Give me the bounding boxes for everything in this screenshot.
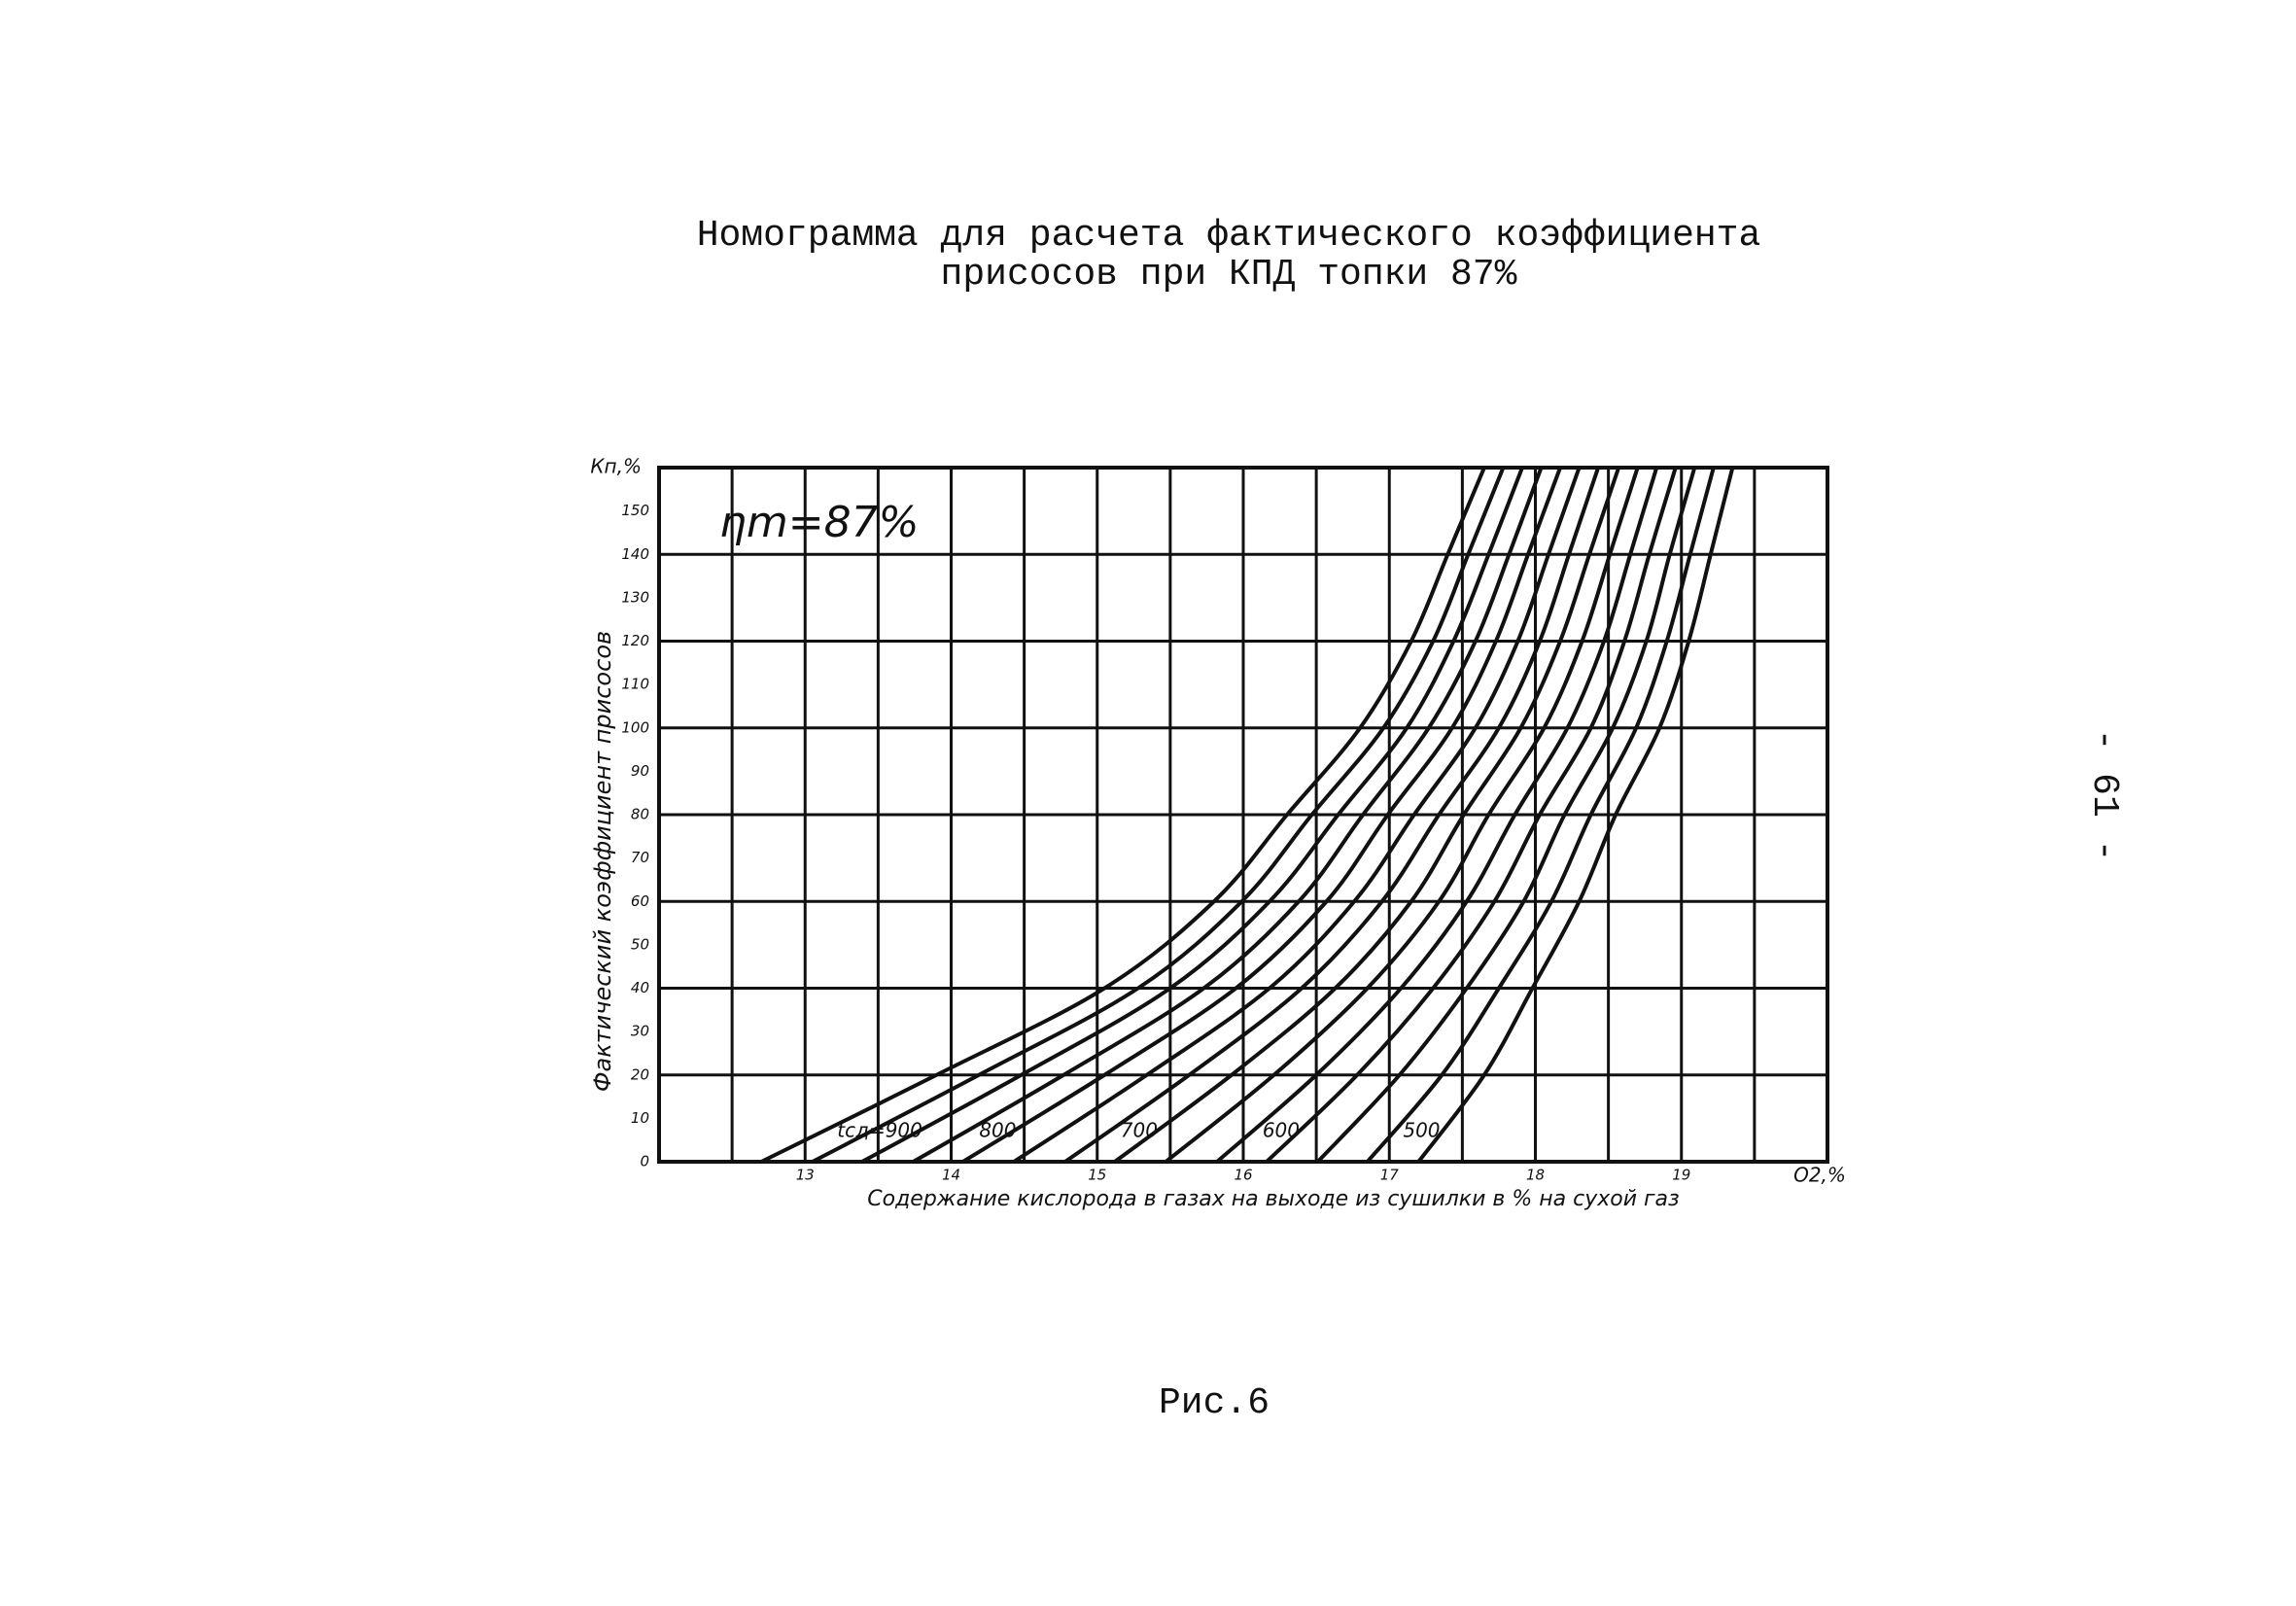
x-unit-label: O2,% (1793, 1164, 1846, 1187)
curve (1112, 466, 1621, 1164)
x-tick-label: 16 (1234, 1167, 1252, 1184)
y-tick-label: 0 (640, 1153, 649, 1170)
y-tick-label: 150 (621, 502, 649, 519)
curve (1062, 466, 1601, 1164)
y-axis-label: Фактический коэффициент присосов (589, 631, 616, 1092)
curve (1365, 466, 1716, 1164)
caption: Рис.6 (1159, 1382, 1270, 1424)
curve-label: 700 (1121, 1118, 1158, 1141)
x-tick-label: 18 (1526, 1167, 1545, 1184)
chart-title: Номограмма для расчета фактического коэф… (697, 215, 1761, 257)
x-axis-label: Содержание кислорода в газах на выходе и… (867, 1187, 1679, 1211)
y-tick-label: 100 (621, 718, 649, 736)
annotation: ηm=87% (719, 498, 919, 547)
y-tick-label: 20 (631, 1065, 649, 1083)
x-tick-label: 19 (1672, 1167, 1690, 1184)
y-tick-label: 40 (631, 979, 649, 996)
y-tick-label: 60 (631, 892, 649, 910)
y-tick-label: 80 (631, 806, 649, 823)
y-tick-label: 70 (631, 849, 649, 866)
curve (1164, 466, 1640, 1164)
y-tick-label: 110 (621, 676, 649, 693)
x-tick-label: 13 (796, 1167, 815, 1184)
curve-label: 500 (1403, 1118, 1440, 1141)
curve (1416, 466, 1735, 1164)
curve (859, 466, 1524, 1164)
curve (1214, 466, 1659, 1164)
x-tick-label: 14 (942, 1167, 960, 1184)
chart-title: присосов при КПД топки 87% (941, 254, 1517, 296)
y-tick-label: 10 (631, 1109, 649, 1127)
curve (1265, 466, 1678, 1164)
y-tick-label: 130 (621, 588, 649, 606)
curve (911, 466, 1544, 1164)
page-number: - 61 - (2083, 729, 2125, 862)
y-tick-label: 120 (621, 632, 649, 649)
curve (759, 466, 1486, 1164)
x-tick-label: 15 (1088, 1167, 1106, 1184)
curve (960, 466, 1563, 1164)
curve (1012, 466, 1582, 1164)
curve (1315, 466, 1697, 1164)
x-tick-label: 17 (1380, 1167, 1400, 1184)
y-unit-label: Кп,% (590, 455, 642, 478)
y-tick-label: 90 (631, 762, 649, 780)
y-tick-label: 50 (631, 935, 649, 953)
curve-label: 800 (979, 1118, 1016, 1141)
y-tick-label: 140 (621, 545, 649, 563)
curve (810, 466, 1506, 1164)
y-tick-label: 30 (631, 1023, 649, 1040)
